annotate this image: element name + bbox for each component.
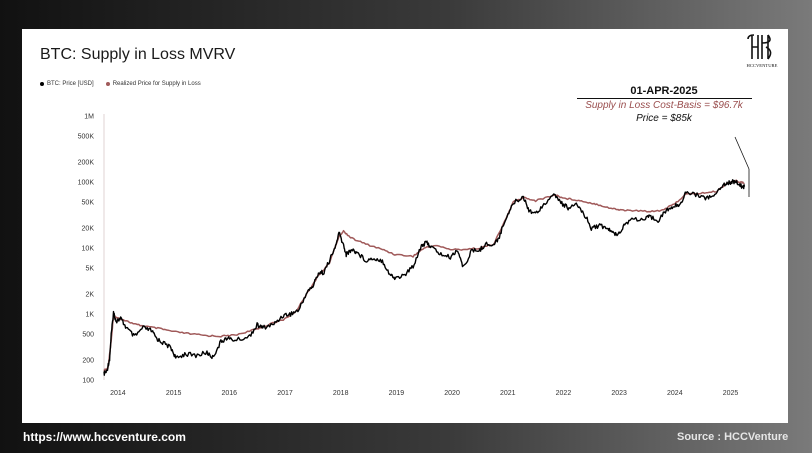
chart-legend: BTC: Price [USD] Realized Price for Supp… bbox=[40, 81, 201, 87]
x-tick-label: 2018 bbox=[333, 390, 349, 397]
y-axis: 100 200 500 1K 2K 5K 10K 20K 50K 100K 200K 500K 1M bbox=[78, 114, 95, 385]
y-tick-label: 100 bbox=[82, 378, 94, 385]
chart-plot: 100 200 500 1K 2K 5K 10K 20K 50K 100K 200K 500K 1M 2… bbox=[78, 114, 750, 397]
legend-dot-price-icon bbox=[40, 82, 44, 86]
y-tick-label: 2K bbox=[85, 292, 94, 299]
y-tick-label: 500 bbox=[82, 331, 94, 338]
footer-source: Source : HCCVenture bbox=[677, 431, 789, 443]
series-layer bbox=[103, 179, 746, 376]
y-tick-label: 1K bbox=[85, 312, 94, 319]
annotation-price: Price = $85k bbox=[636, 113, 692, 124]
legend-label-price: BTC: Price [USD] bbox=[47, 81, 94, 87]
logo-text: HCCVENTURE bbox=[747, 63, 778, 68]
x-tick-label: 2015 bbox=[166, 390, 182, 397]
annotation-rule bbox=[576, 98, 752, 99]
x-tick-label: 2024 bbox=[667, 390, 683, 397]
chart-title: BTC: Supply in Loss MVRV bbox=[40, 46, 236, 63]
x-tick-label: 2016 bbox=[222, 390, 238, 397]
y-tick-label: 1M bbox=[84, 114, 94, 121]
y-tick-label: 500K bbox=[78, 133, 95, 140]
series-line-realized-price bbox=[103, 179, 745, 372]
y-tick-label: 50K bbox=[82, 199, 95, 206]
y-tick-label: 5K bbox=[85, 265, 94, 272]
x-axis: 2014 2015 2016 2017 2018 2019 2020 2021 2022 2023… bbox=[110, 390, 738, 397]
x-tick-label: 2025 bbox=[723, 390, 739, 397]
x-tick-label: 2019 bbox=[389, 390, 405, 397]
legend-item-price: BTC: Price [USD] bbox=[40, 81, 94, 87]
legend-dot-realized-icon bbox=[105, 82, 110, 86]
x-tick-label: 2022 bbox=[556, 390, 572, 397]
x-tick-label: 2017 bbox=[277, 390, 293, 397]
y-tick-label: 20K bbox=[82, 226, 95, 233]
x-tick-label: 2020 bbox=[444, 390, 460, 397]
y-tick-label: 200 bbox=[82, 358, 94, 365]
legend-label-realized: Realized Price for Supply in Loss bbox=[112, 81, 201, 87]
y-tick-label: 10K bbox=[82, 246, 95, 253]
x-tick-label: 2014 bbox=[110, 390, 126, 397]
chart-card: BTC: Supply in Loss MVRV BTC: Price [USD… bbox=[22, 29, 788, 423]
footer-url[interactable]: https://www.hccventure.com bbox=[23, 430, 186, 444]
annotation-pointer bbox=[734, 136, 750, 170]
hcc-monogram-icon: HCCVENTURE bbox=[747, 34, 778, 68]
x-tick-label: 2021 bbox=[500, 390, 516, 397]
y-tick-label: 200K bbox=[78, 160, 95, 167]
y-tick-label: 100K bbox=[78, 180, 95, 187]
annotation-box: 01-APR-2025 Supply in Loss Cost-Basis = … bbox=[554, 85, 774, 124]
x-tick-label: 2023 bbox=[611, 390, 627, 397]
series-line-price bbox=[103, 179, 746, 376]
legend-item-realized: Realized Price for Supply in Loss bbox=[105, 81, 201, 87]
annotation-cost-basis: Supply in Loss Cost-Basis = $96.7k bbox=[585, 100, 743, 111]
annotation-date: 01-APR-2025 bbox=[630, 85, 698, 97]
